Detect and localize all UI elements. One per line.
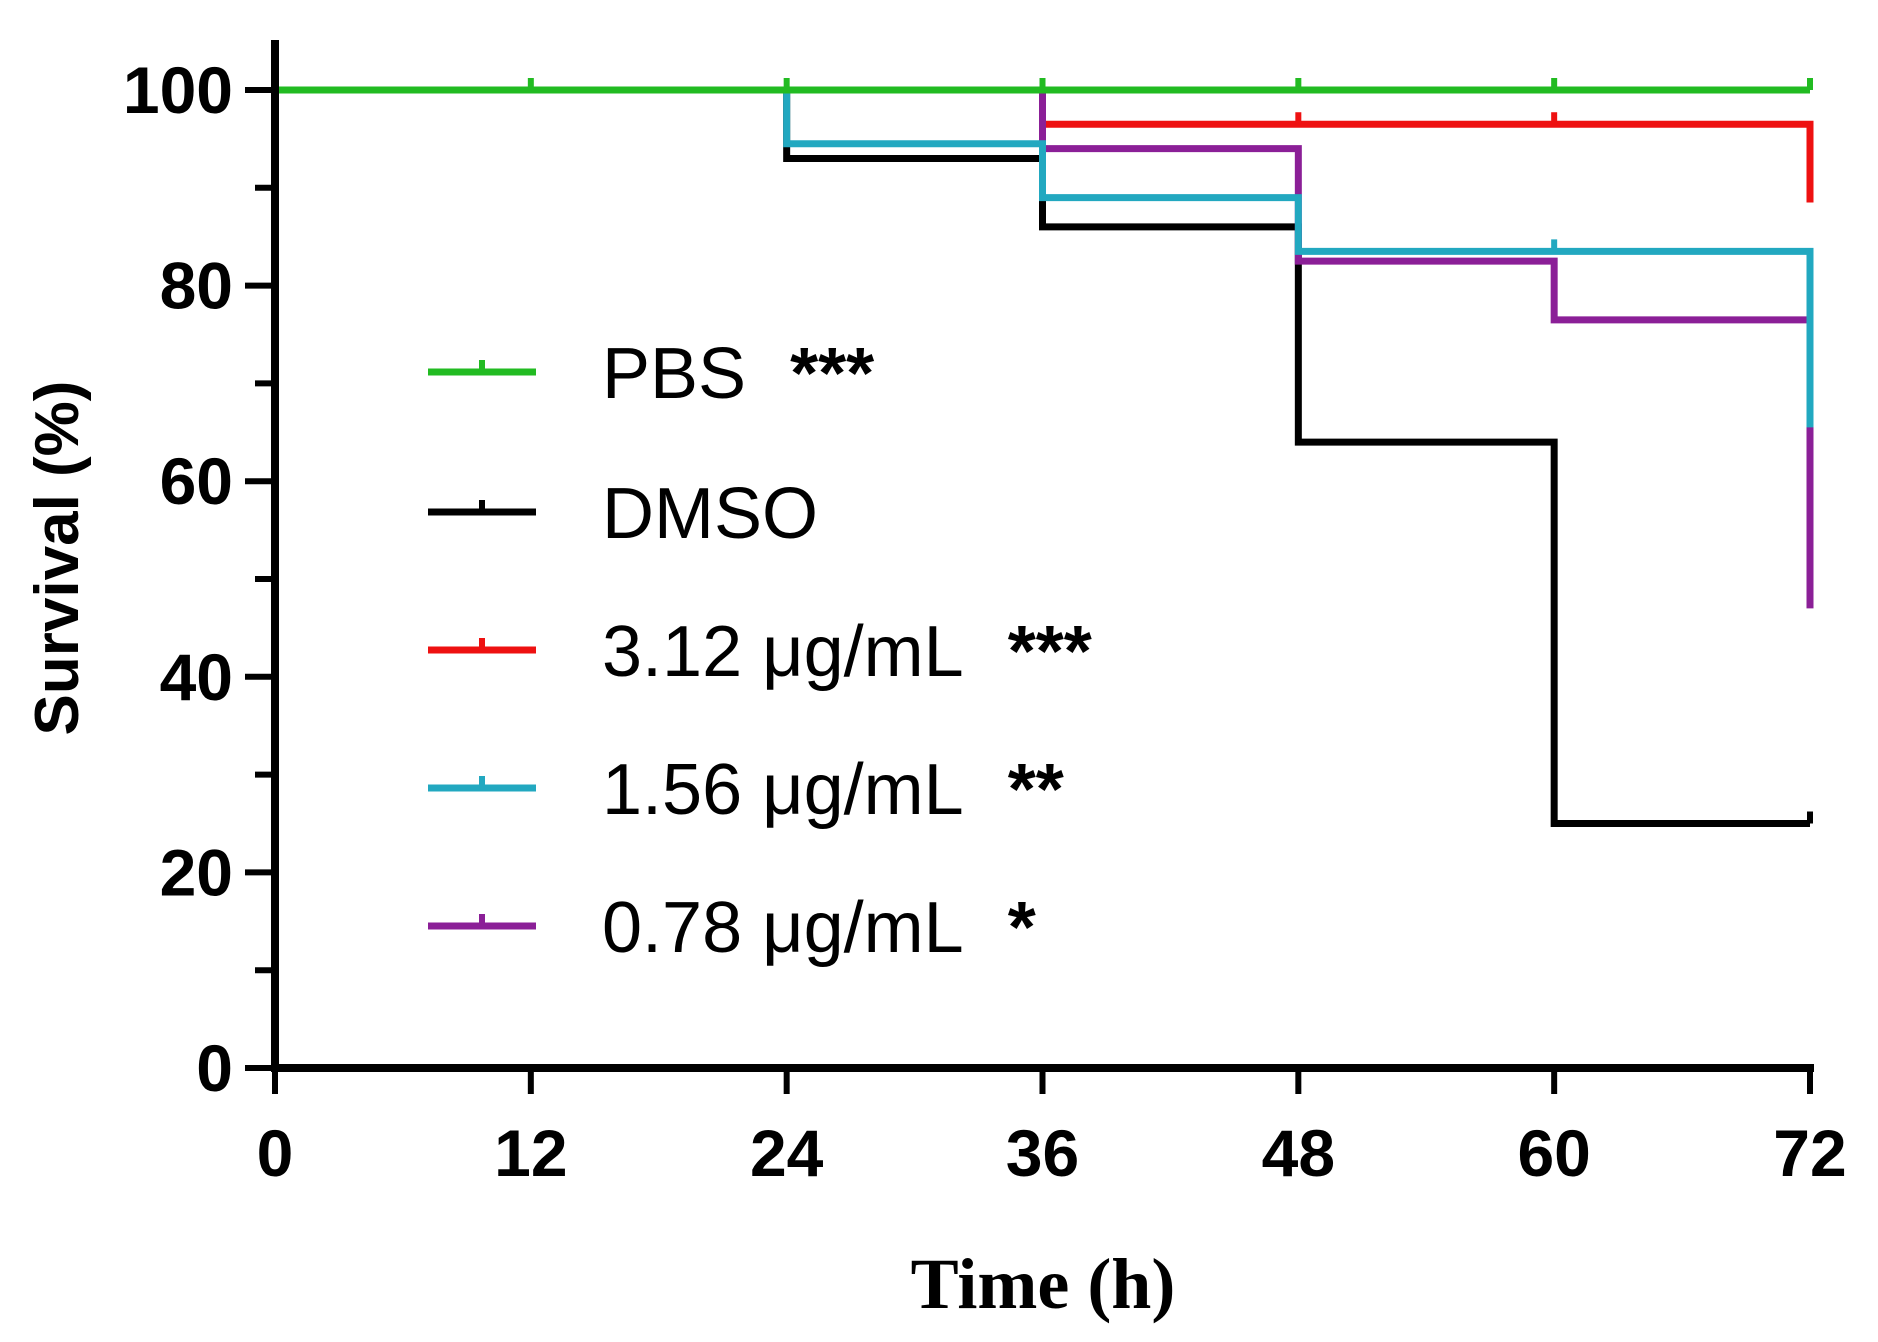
series-layer [275, 78, 1814, 827]
x-axis-label: Time (h) [911, 1244, 1176, 1324]
x-tick-label: 12 [494, 1116, 567, 1190]
y-axis-label: Survival (%) [23, 381, 92, 736]
x-tick-label: 24 [750, 1116, 824, 1190]
legend-significance: ** [1008, 750, 1064, 830]
legend-label: PBS [602, 334, 746, 414]
x-tick-label: 60 [1517, 1116, 1590, 1190]
legend-label: 1.56 μg/mL [602, 750, 964, 830]
ticks-layer: 0 12 24 36 48 60 72 0 20 40 60 80 100 [123, 53, 1847, 1190]
series-line-4 [275, 86, 1814, 609]
y-tick-label: 0 [196, 1031, 233, 1105]
legend-significance: * [1008, 888, 1036, 968]
legend-label: 3.12 μg/mL [602, 612, 964, 692]
legend-significance: *** [790, 334, 874, 414]
y-tick-label: 80 [160, 249, 233, 323]
y-tick-label: 100 [123, 53, 233, 127]
y-tick-label: 60 [160, 444, 233, 518]
y-tick-label: 20 [160, 835, 233, 909]
x-tick-label: 36 [1006, 1116, 1079, 1190]
legend-label: DMSO [602, 474, 818, 554]
legend: PBS *** DMSO 3.12 μg/mL *** 1.56 μg/mL ** 0.78 … [428, 334, 1092, 968]
x-tick-label: 72 [1773, 1116, 1846, 1190]
x-tick-label: 48 [1262, 1116, 1335, 1190]
legend-label: 0.78 μg/mL [602, 888, 964, 968]
series-line-3 [275, 86, 1814, 428]
y-tick-label: 40 [160, 640, 233, 714]
x-tick-label: 0 [257, 1116, 294, 1190]
legend-significance: *** [1008, 612, 1092, 692]
